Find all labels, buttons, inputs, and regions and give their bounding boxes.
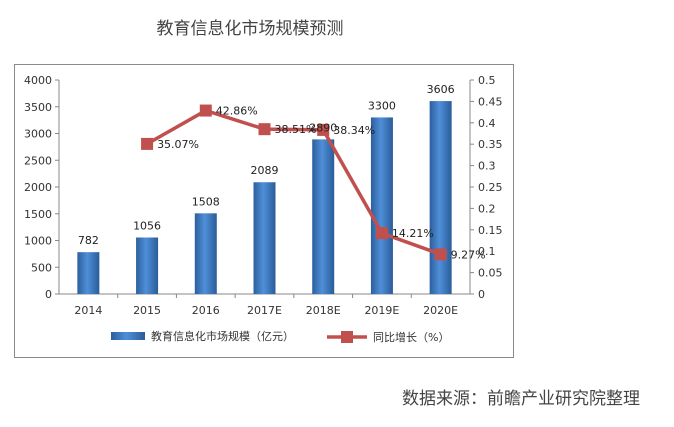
legend-line-label: 同比增长（%） [373, 330, 449, 344]
y-right-tick-label: 0 [478, 288, 485, 301]
x-tick-label: 2014 [74, 304, 102, 317]
x-tick-label: 2015 [133, 304, 161, 317]
chart-title: 教育信息化市场规模预测 [156, 19, 344, 39]
combo-chart: 0 500 1000 1500 2000 2500 3000 3500 4000 0 0.05 0.1… [24, 74, 503, 344]
y-right-tick-label: 0.45 [478, 95, 503, 108]
data-source: 数据来源：前瞻产业研究院整理 [402, 389, 640, 409]
y-left-tick-label: 2500 [24, 154, 52, 167]
bar-value-label: 2089 [251, 164, 279, 177]
bar-value-label: 782 [78, 234, 99, 247]
growth-point [434, 248, 447, 261]
x-tick-label: 2018E [306, 304, 341, 317]
y-left-tick-label: 0 [45, 288, 52, 301]
bar-value-label: 3300 [368, 99, 396, 112]
y-right-tick-label: 0.3 [478, 160, 496, 173]
legend-bar-label: 教育信息化市场规模（亿元） [151, 329, 294, 343]
growth-line [146, 108, 442, 256]
y-right-tick-label: 0.35 [478, 138, 503, 151]
bar-value-label: 1056 [133, 220, 161, 233]
bar [77, 252, 100, 294]
bar [136, 237, 159, 294]
chart-frame: 0 500 1000 1500 2000 2500 3000 3500 4000 0 0.05 0.1… [14, 64, 514, 358]
y-left-tick-label: 500 [31, 261, 52, 274]
y-left-tick-label: 3000 [24, 128, 52, 141]
y-left-tick-label: 4000 [24, 74, 52, 87]
growth-value-label: 14.21% [392, 227, 434, 240]
y-left-tick-label: 2000 [24, 181, 52, 194]
x-tick-label: 2020E [423, 304, 458, 317]
bar [312, 139, 335, 294]
x-tick-label: 2016 [192, 304, 220, 317]
growth-point [141, 137, 154, 150]
y-left-tick-label: 1000 [24, 235, 52, 248]
bar-value-label: 2890 [309, 121, 337, 134]
growth-point [258, 123, 271, 136]
legend-line-marker [341, 331, 353, 343]
growth-point [317, 123, 330, 136]
y-right-tick-label: 0.25 [478, 181, 503, 194]
growth-value-label: 38.51% [275, 123, 317, 136]
y-right-tick-label: 0.15 [478, 224, 503, 237]
growth-value-label: 9.27% [451, 248, 486, 261]
y-right-tick-label: 0.1 [478, 245, 496, 258]
growth-point [375, 227, 388, 240]
growth-value-label: 42.86% [216, 105, 258, 118]
growth-value-label: 35.07% [157, 138, 199, 151]
bar [370, 117, 393, 294]
y-right-tick-label: 0.5 [478, 74, 496, 87]
bar [194, 213, 217, 294]
y-right-tick-label: 0.4 [478, 117, 496, 130]
x-tick-label: 2019E [364, 304, 399, 317]
y-right-tick-label: 0.2 [478, 202, 496, 215]
growth-value-label: 38.34% [333, 124, 375, 137]
y-right-tick-label: 0.05 [478, 267, 503, 280]
y-left-tick-label: 1500 [24, 208, 52, 221]
y-left-tick-label: 3500 [24, 101, 52, 114]
x-tick-label: 2017E [247, 304, 282, 317]
bar [253, 182, 276, 294]
legend-bar-swatch [111, 332, 145, 340]
bar-value-label: 3606 [427, 83, 455, 96]
growth-point [199, 104, 212, 117]
bar [429, 101, 452, 294]
bar-value-label: 1508 [192, 195, 220, 208]
